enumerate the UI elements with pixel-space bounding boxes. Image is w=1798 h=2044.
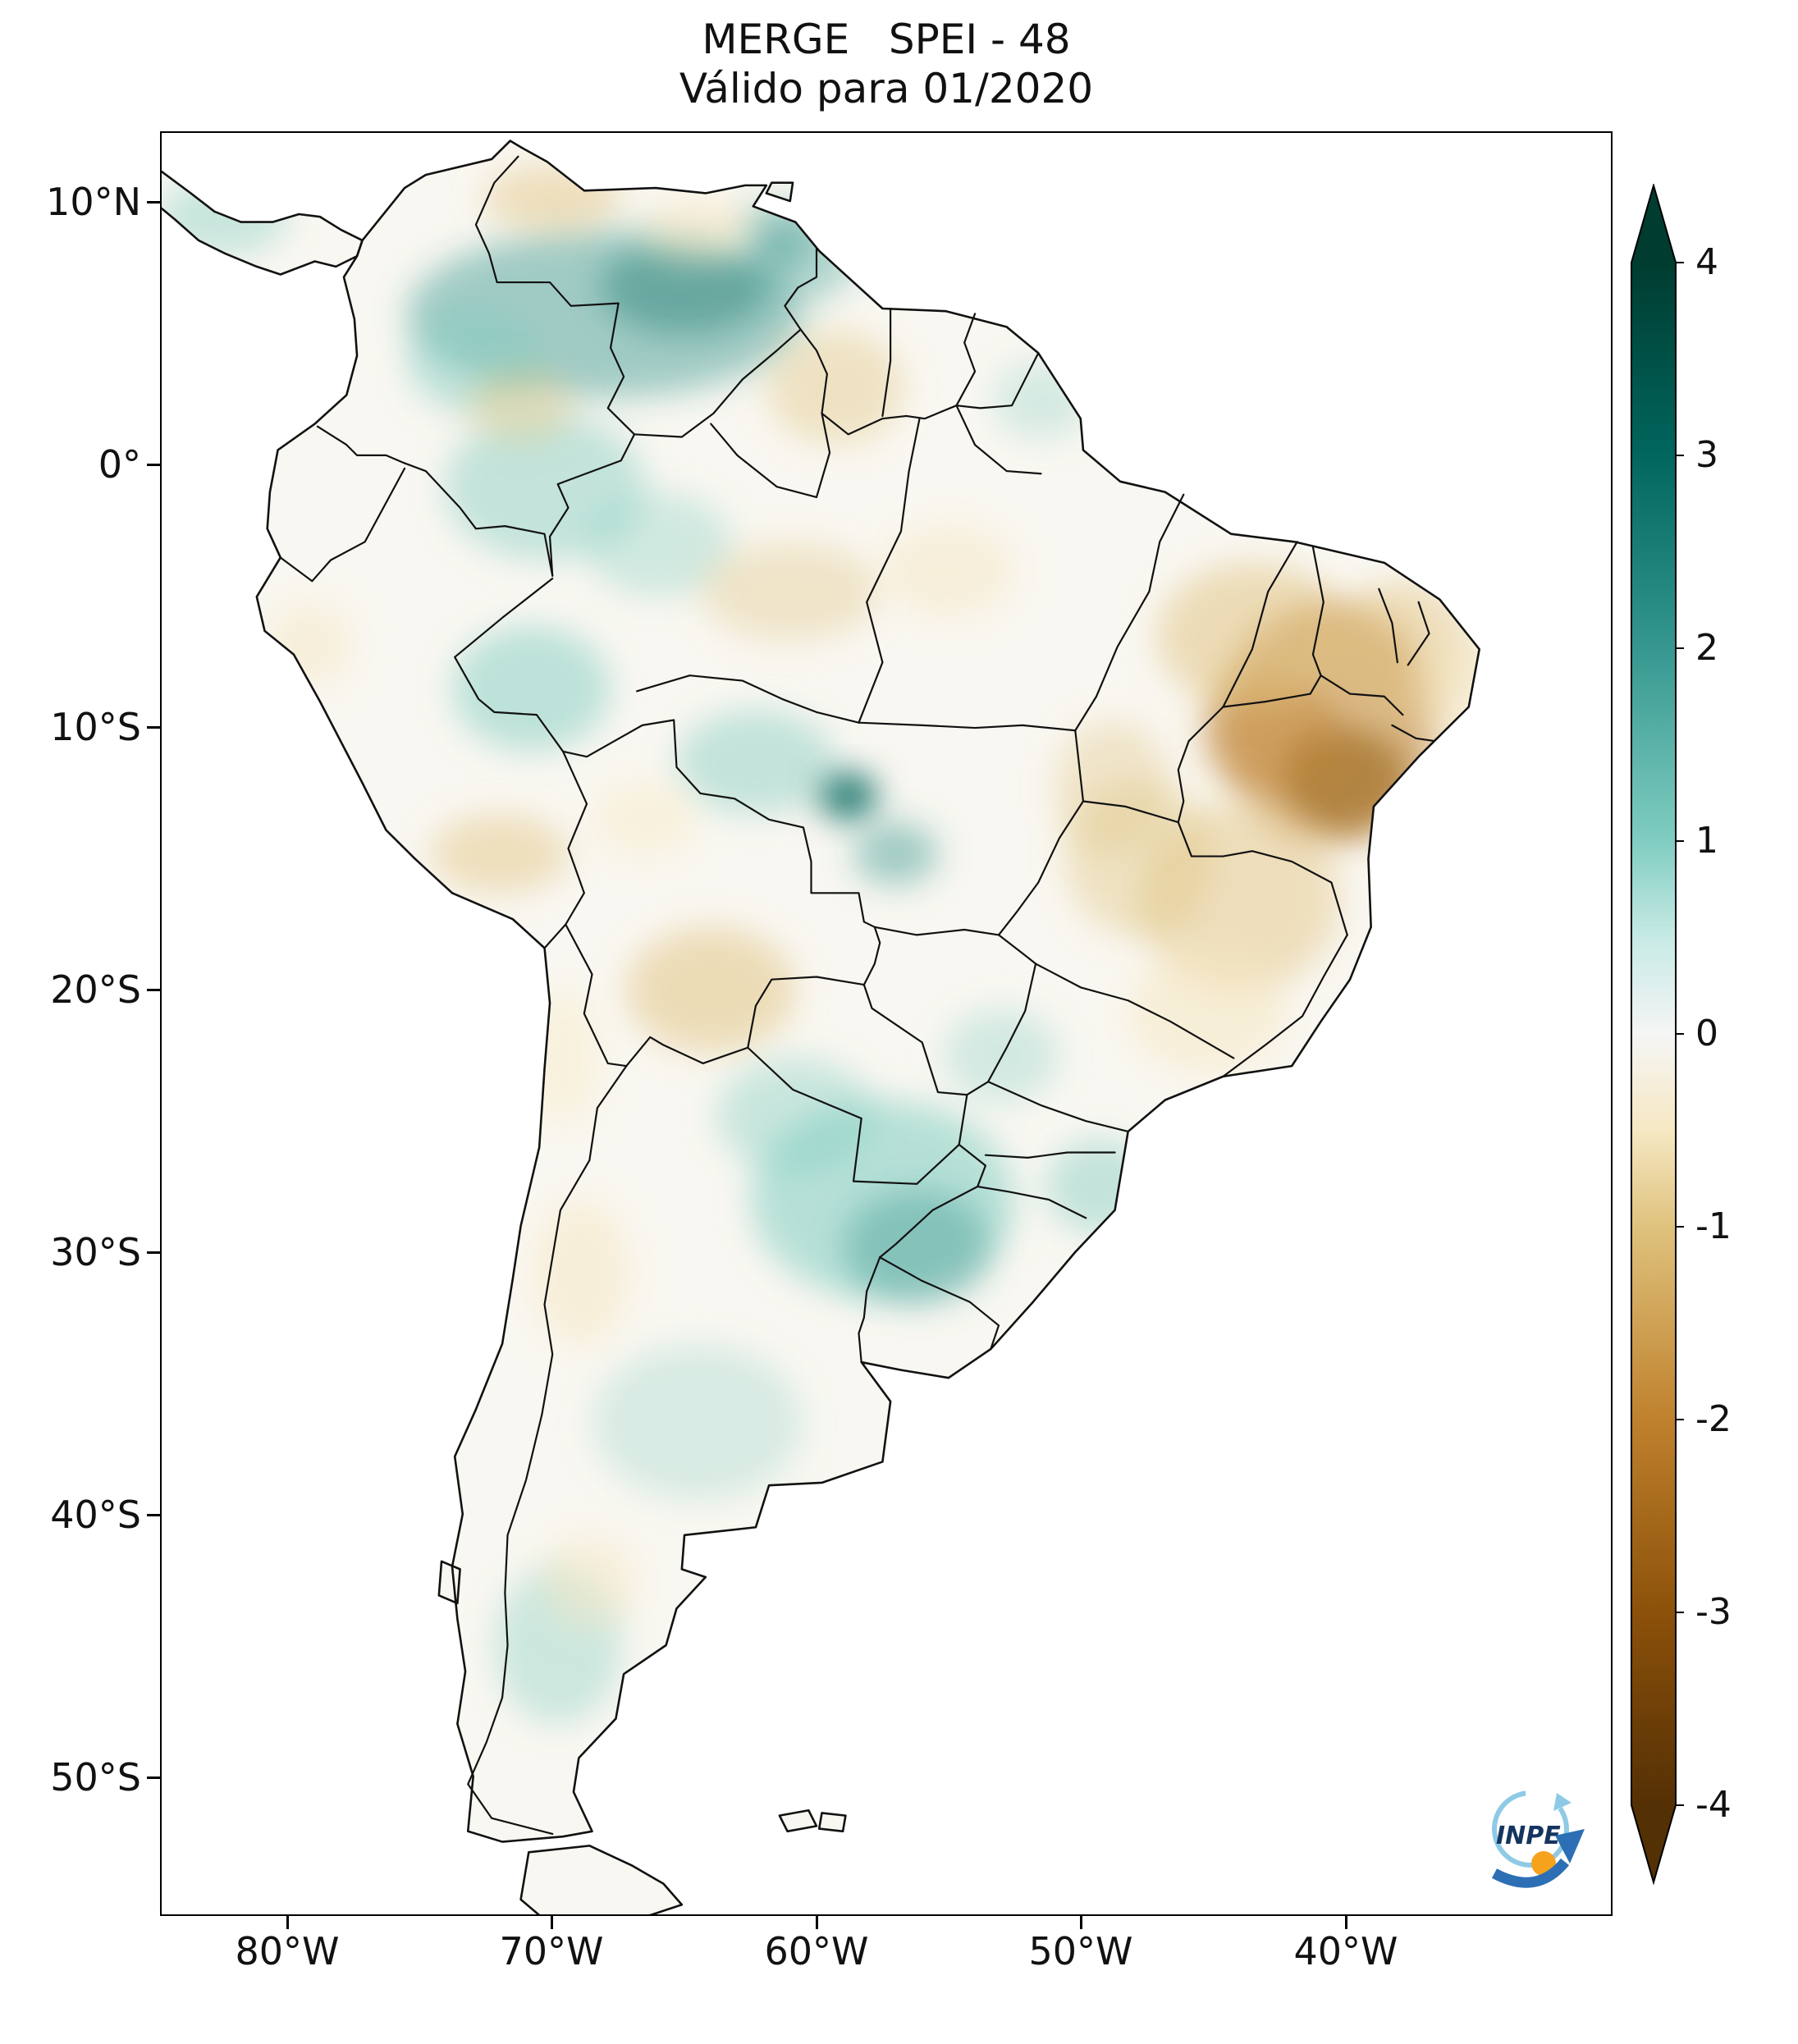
y-axis-tick-label: 40°S (50, 1493, 141, 1537)
colorbar-tick-label: 3 (1695, 434, 1718, 476)
y-axis-tick-mark (147, 1514, 160, 1516)
colorbar-tick-marks (1676, 262, 1684, 1806)
colorbar-tick-label: 4 (1695, 241, 1718, 283)
y-axis-tick-mark (147, 989, 160, 991)
inpe-logo-arrow-head-icon (1555, 1829, 1585, 1863)
x-axis-tick-mark (816, 1916, 818, 1929)
colorbar (1631, 184, 1684, 1886)
x-axis-tick-mark (1345, 1916, 1347, 1929)
south-america-map (162, 139, 1480, 1914)
x-axis-tick-label: 40°W (1293, 1929, 1398, 1973)
y-axis-tick-mark (147, 201, 160, 203)
colorbar-tick-label: -4 (1695, 1784, 1732, 1826)
colorbar-tick-label: 0 (1695, 1013, 1718, 1054)
y-axis-tick-label: 0° (98, 442, 141, 487)
y-axis-tick-mark (147, 464, 160, 466)
x-axis-tick-mark (551, 1916, 553, 1929)
inpe-logo: INPE (1471, 1781, 1594, 1896)
y-axis-tick-label: 10°N (46, 180, 141, 224)
inpe-logo-swirl-arrowhead-icon (1553, 1793, 1572, 1811)
figure-title-block: MERGE SPEI - 48 Válido para 01/2020 (160, 15, 1613, 113)
colorbar-tick-label: -1 (1695, 1205, 1732, 1247)
y-axis-tick-mark (147, 1776, 160, 1779)
colorbar-tick-label: 2 (1695, 627, 1718, 669)
x-axis-tick-mark (1080, 1916, 1082, 1929)
x-axis-tick-label: 60°W (764, 1929, 869, 1973)
x-axis-tick-label: 50°W (1028, 1929, 1133, 1973)
inpe-logo-text: INPE (1496, 1822, 1561, 1850)
y-axis-tick-label: 50°S (50, 1755, 141, 1799)
inpe-logo-arrow-tail-icon (1491, 1858, 1570, 1888)
colorbar-tick-label: 1 (1695, 820, 1718, 862)
y-axis-tick-label: 20°S (50, 967, 141, 1012)
colorbar-tick-label: -3 (1695, 1591, 1732, 1633)
y-axis-tick-mark (147, 726, 160, 729)
map-plot-area: INPE (160, 131, 1613, 1916)
y-axis-tick-mark (147, 1251, 160, 1254)
chart-subtitle: Válido para 01/2020 (679, 65, 1094, 112)
x-axis-tick-mark (286, 1916, 289, 1929)
x-axis-tick-label: 80°W (235, 1929, 340, 1973)
y-axis-tick-label: 10°S (50, 705, 141, 749)
colorbar-gradient-bar (1631, 184, 1677, 1886)
inpe-logo-graphic: INPE (1491, 1790, 1585, 1888)
x-axis-tick-label: 70°W (499, 1929, 604, 1973)
y-axis-tick-label: 30°S (50, 1230, 141, 1274)
colorbar-tick-label: -2 (1695, 1398, 1732, 1440)
chart-title: MERGE SPEI - 48 (702, 16, 1071, 63)
